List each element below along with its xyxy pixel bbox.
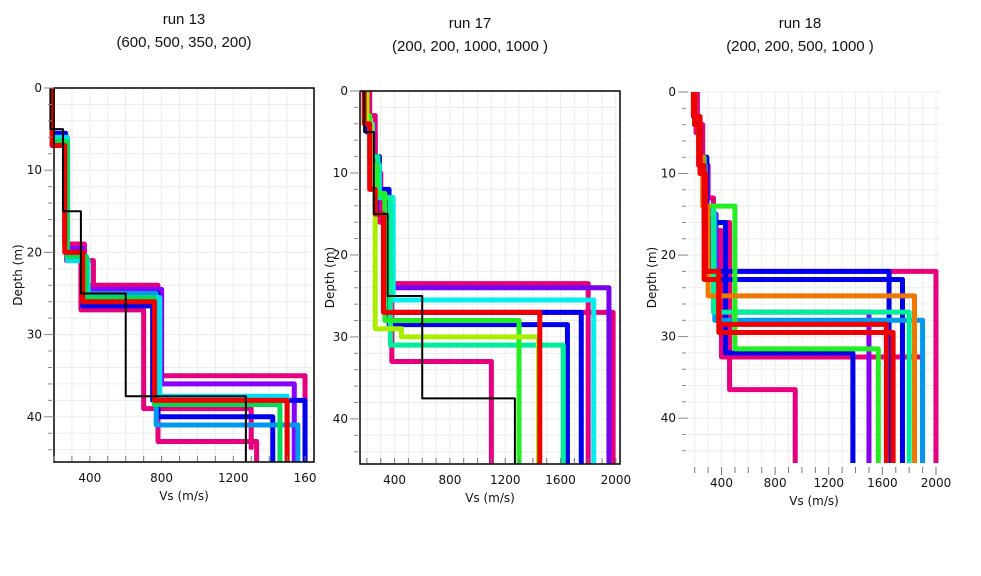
x-tick-label: 400 <box>78 471 101 485</box>
x-axis: 400 800 1200 1600 2000 Vs (m/s) <box>694 467 952 508</box>
y-tick-label: 20 <box>27 245 42 259</box>
y-axis-title: Depth (m) <box>11 244 25 305</box>
chart-3-title: run 18 (200, 200, 500, 1000 ) <box>670 12 930 58</box>
y-tick-label: 20 <box>661 248 676 262</box>
chart-2-title: run 17 (200, 200, 1000, 1000 ) <box>340 12 600 58</box>
y-tick-label: 20 <box>333 248 348 262</box>
y-axis-title: Depth (m) <box>645 247 659 308</box>
y-tick-label: 30 <box>27 328 42 342</box>
x-tick-label: 1600 <box>867 476 898 490</box>
x-tick-label: 2000 <box>601 473 632 487</box>
y-axis: 0 10 20 30 40 Depth (m) <box>645 85 688 452</box>
reference-profile <box>49 88 247 462</box>
y-tick-label: 40 <box>333 412 348 426</box>
chart-1-title-run: run 13 <box>162 11 206 28</box>
x-tick-label: 800 <box>764 476 787 490</box>
y-axis: 0 10 20 30 40 Depth (m) <box>11 81 54 451</box>
chart-1-title-params: (600, 500, 350, 200) <box>116 34 252 51</box>
chart-2-title-run: run 17 <box>448 15 492 32</box>
series-profile-green <box>49 88 283 462</box>
chart-3: 0 10 20 30 40 Depth (m) 400 800 1200 1600 2000 Vs (… <box>645 85 951 508</box>
y-axis-title: Depth (m) <box>323 247 337 308</box>
y-tick-label: 10 <box>661 167 676 181</box>
series-profile-red-2 <box>692 92 896 463</box>
x-axis: 400 800 1200 1600 2000 Vs (m/s) <box>366 458 632 505</box>
x-tick-label: 1200 <box>813 476 844 490</box>
y-tick-label: 10 <box>27 163 42 177</box>
y-axis: 0 10 20 30 40 Depth (m) <box>323 84 360 453</box>
x-tick-label: 400 <box>710 476 733 490</box>
chart-1-title: run 13 (600, 500, 350, 200) <box>54 8 314 54</box>
series-profile-teal <box>364 91 566 464</box>
x-axis: 400 800 1200 160 Vs (m/s) <box>53 456 317 503</box>
series-group <box>361 91 616 464</box>
x-tick-label: 160 <box>294 471 317 485</box>
chart-3-title-params: (200, 200, 500, 1000 ) <box>726 38 874 55</box>
chart-3-title-run: run 18 <box>778 15 822 32</box>
y-tick-label: 0 <box>34 81 42 95</box>
y-tick-label: 40 <box>27 410 42 424</box>
y-tick-label: 30 <box>333 330 348 344</box>
x-axis-title: Vs (m/s) <box>789 494 839 508</box>
x-tick-label: 1200 <box>218 471 249 485</box>
x-axis-title: Vs (m/s) <box>465 491 515 505</box>
x-tick-label: 2000 <box>921 476 952 490</box>
x-tick-label: 1200 <box>490 473 521 487</box>
x-tick-label: 400 <box>383 473 406 487</box>
y-tick-label: 0 <box>340 84 348 98</box>
plot-frame <box>359 90 621 465</box>
plot-frame <box>53 87 315 463</box>
y-tick-label: 40 <box>661 411 676 425</box>
x-axis-title: Vs (m/s) <box>159 489 209 503</box>
y-tick-label: 10 <box>333 166 348 180</box>
series-profile-pink-1 <box>367 91 591 464</box>
chart-2-title-params: (200, 200, 1000, 1000 ) <box>392 38 548 55</box>
x-tick-label: 800 <box>150 471 173 485</box>
series-profile-red <box>361 91 543 464</box>
chart-2: 0 10 20 30 40 Depth (m) 400 800 1200 1600 2000 Vs (… <box>323 84 631 505</box>
x-tick-label: 1600 <box>545 473 576 487</box>
series-profile-purple <box>364 91 612 464</box>
series-profile-blue-2 <box>363 91 584 464</box>
reference-profile <box>363 91 516 464</box>
series-group <box>690 92 939 463</box>
chart-1: 0 10 20 30 40 Depth (m) 400 800 1200 160 Vs (m/s) <box>11 81 316 503</box>
y-tick-label: 30 <box>661 330 676 344</box>
series-group <box>49 88 308 462</box>
series-profile-cyan <box>364 91 597 464</box>
y-tick-label: 0 <box>668 85 676 99</box>
x-tick-label: 800 <box>438 473 461 487</box>
series-profile-red <box>49 88 290 462</box>
